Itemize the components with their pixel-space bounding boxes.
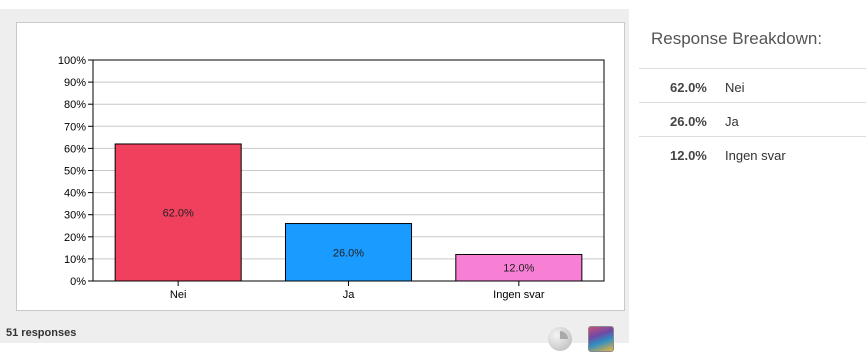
results-panel: 0% 10% 20% 30% 40% 50% 60% 70% 80% 90% 100% 62.0% Ne…	[0, 9, 629, 352]
bar-value-label: 62.0%	[163, 207, 194, 219]
bar-value-label: 26.0%	[333, 247, 364, 259]
y-tick-label: 0%	[70, 276, 86, 288]
x-tick-label: Nei	[170, 289, 187, 301]
breakdown-label: Ingen svar	[725, 148, 786, 163]
breakdown-percent: 12.0%	[670, 148, 707, 163]
y-tick-label: 60%	[64, 143, 86, 155]
y-tick-label: 70%	[64, 121, 86, 133]
breakdown-row-ja: 26.0% Ja	[639, 102, 866, 137]
y-tick-label: 80%	[64, 99, 86, 111]
bar-nei	[114, 143, 242, 282]
breakdown-percent: 26.0%	[670, 114, 707, 129]
y-tick-label: 50%	[64, 166, 86, 178]
pie-chart-icon[interactable]	[548, 327, 572, 351]
y-tick-label: 90%	[64, 77, 86, 89]
y-tick-label: 40%	[64, 188, 86, 200]
response-count: 51 responses	[6, 327, 77, 339]
breakdown-label: Nei	[725, 80, 745, 95]
bar-ja	[284, 223, 413, 282]
bar-chart: 0% 10% 20% 30% 40% 50% 60% 70% 80% 90% 100% 62.0% Ne…	[58, 55, 605, 301]
breakdown-row-nei: 62.0% Nei	[639, 68, 866, 103]
y-tick-label: 10%	[64, 254, 86, 266]
breakdown-title: Response Breakdown:	[651, 29, 823, 48]
x-tick-label: Ingen svar	[493, 289, 545, 301]
response-breakdown: Response Breakdown: 62.0% Nei 26.0% Ja 1…	[639, 0, 866, 343]
x-tick-label: Ja	[343, 289, 356, 301]
chart-container: 0% 10% 20% 30% 40% 50% 60% 70% 80% 90% 100% 62.0% Ne…	[16, 22, 625, 311]
color-palette-icon[interactable]	[588, 326, 614, 352]
bar-value-label: 12.0%	[503, 263, 534, 275]
bar-ingen-svar	[455, 253, 583, 282]
y-tick-label: 100%	[58, 55, 86, 67]
breakdown-label: Ja	[725, 114, 739, 129]
y-tick-label: 20%	[64, 232, 86, 244]
breakdown-row-ingen-svar: 12.0% Ingen svar	[639, 136, 866, 171]
breakdown-percent: 62.0%	[670, 80, 707, 95]
y-tick-label: 30%	[64, 210, 86, 222]
